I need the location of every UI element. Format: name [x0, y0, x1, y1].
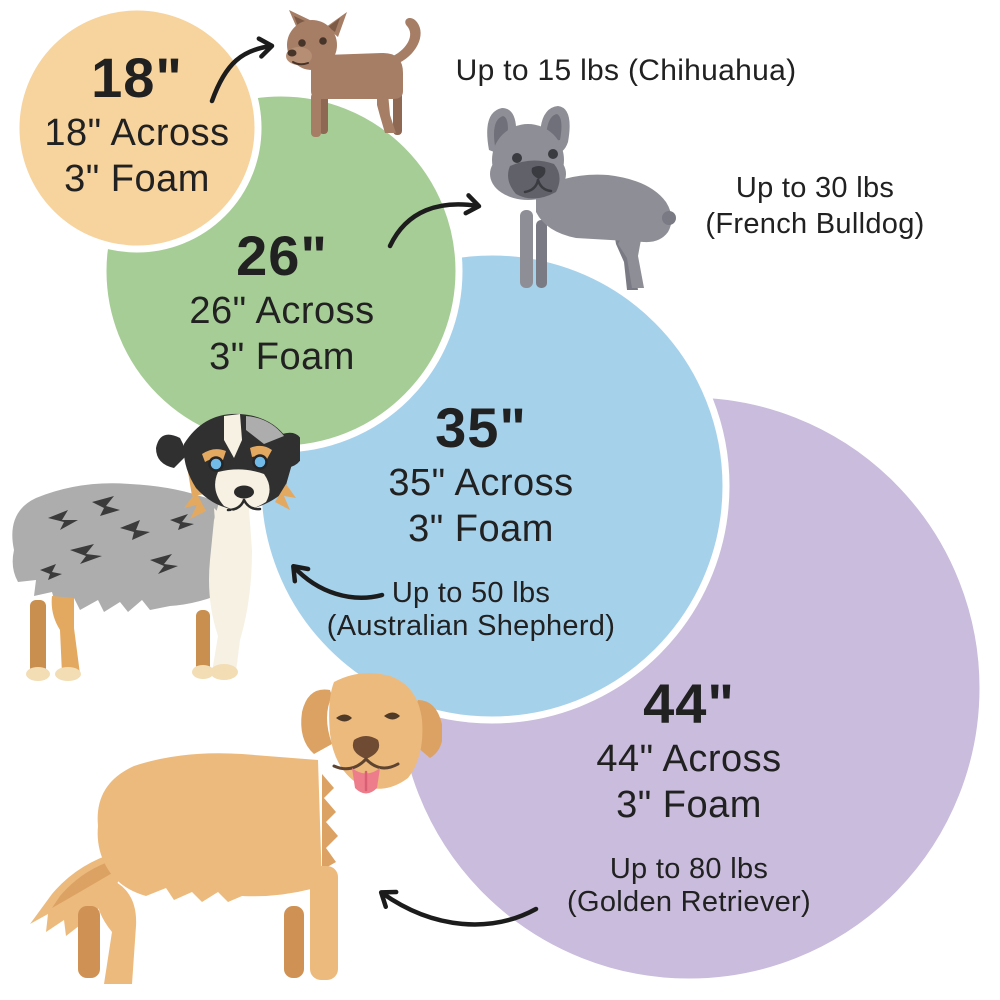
french-bulldog-weight-line: Up to 30 lbs: [735, 172, 895, 204]
bed-35-across-label: 35" Across: [388, 462, 574, 504]
bed-35-foam-label: 3" Foam: [408, 508, 554, 550]
bed-35-size-label: 35": [435, 396, 527, 459]
australian-shepherd-dog-icon: [12, 413, 300, 681]
arrow-to-chihuahua: [209, 36, 275, 104]
golden-retriever-dog-icon: [30, 673, 442, 984]
arrow-to-australian-shepherd: [291, 564, 385, 600]
chihuahua-weight-label: Up to 15 lbs (Chihuahua): [456, 54, 797, 88]
bed-circle-18: [12, 3, 262, 253]
french-bulldog-dog-icon: [487, 106, 676, 290]
bed-44-label: 44" 44" Across 3" Foam: [596, 672, 781, 828]
chihuahua-illustration: [286, 10, 421, 137]
french-bulldog-weight-label: Up to 30 lbs (French Bulldog): [705, 170, 924, 242]
bed-35-breed-line: (Australian Shepherd): [326, 610, 616, 642]
french-bulldog-illustration: [487, 106, 676, 290]
bed-44-foam-label: 3" Foam: [616, 784, 762, 826]
bed-26-label: 26" 26" Across 3" Foam: [189, 224, 374, 380]
bed-44-breed-line: (Golden Retriever): [567, 886, 811, 918]
golden-retriever-illustration: [30, 673, 442, 984]
bed-18-foam-label: 3" Foam: [64, 158, 210, 200]
australian-shepherd-illustration: [12, 413, 300, 681]
arrow-to-golden-retriever: [378, 889, 539, 927]
bed-18-across-label: 18" Across: [44, 112, 230, 154]
chihuahua-dog-icon: [286, 10, 421, 137]
bed-18-label: 18" 18" Across 3" Foam: [44, 46, 229, 202]
bed-26-across-label: 26" Across: [189, 290, 375, 332]
french-bulldog-breed-line: (French Bulldog): [705, 208, 925, 240]
bed-44-size-label: 44": [643, 672, 735, 735]
arrow-to-french-bulldog: [387, 193, 482, 249]
bed-44-across-label: 44" Across: [596, 738, 782, 780]
bed-35-label: 35" 35" Across 3" Foam: [388, 396, 573, 552]
chihuahua-weight-line: Up to 15 lbs (Chihuahua): [455, 54, 797, 87]
bed-26-size-label: 26": [236, 224, 328, 287]
bed-18-size-label: 18": [91, 46, 183, 109]
bed-44-weight-line: Up to 80 lbs: [609, 853, 769, 885]
bed-44-weight-label: Up to 80 lbs (Golden Retriever): [567, 853, 811, 919]
bed-26-foam-label: 3" Foam: [209, 336, 355, 378]
bed-35-weight-line: Up to 50 lbs: [391, 577, 551, 609]
bed-35-weight-label: Up to 50 lbs (Australian Shepherd): [327, 577, 615, 643]
